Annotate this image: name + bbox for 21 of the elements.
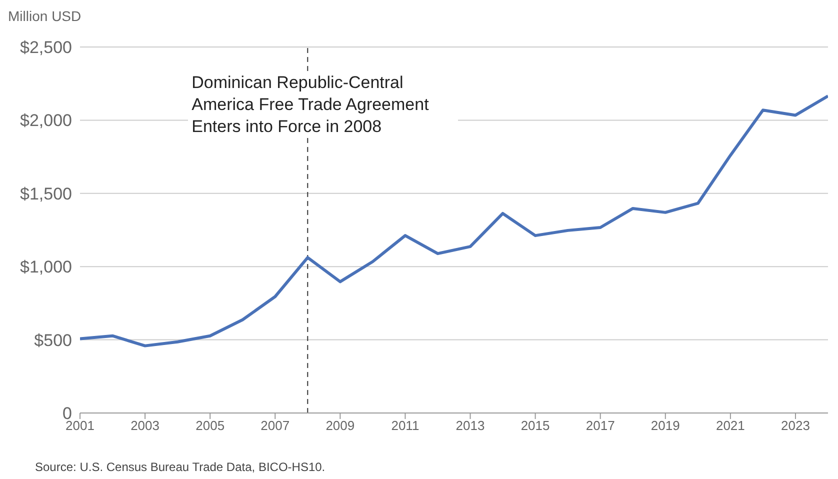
x-tick-label: 2007	[260, 418, 290, 434]
x-tick-label: 2019	[650, 418, 680, 434]
x-tick-label: 2013	[456, 418, 485, 434]
line-series	[80, 94, 828, 348]
y-tick-label: $1,500	[20, 184, 72, 204]
y-tick-label: $1,000	[20, 258, 72, 277]
x-tick-label: 2005	[196, 418, 225, 434]
x-tick-label: 2001	[66, 418, 94, 434]
x-tick-label: 2021	[716, 418, 745, 434]
x-tick-label: 2003	[130, 418, 160, 434]
y-tick-label: $2,000	[20, 111, 72, 130]
source-note: Source: U.S. Census Bureau Trade Data, BICO-HS10.	[35, 460, 326, 474]
y-axis-title: Million USD	[8, 8, 82, 24]
x-tick-label: 2023	[781, 418, 810, 434]
y-tick-label: $500	[34, 330, 72, 350]
x-tick-label: 2009	[326, 418, 355, 434]
x-tick-label: 2011	[391, 418, 420, 434]
y-tick-label: $2,500	[20, 38, 72, 58]
ref-line-label: Dominican Republic-Central America Free Trade Agreement Enters into Force in 2008	[188, 72, 458, 138]
x-tick-label: 2015	[520, 418, 550, 434]
x-tick-label: 2017	[586, 418, 615, 434]
